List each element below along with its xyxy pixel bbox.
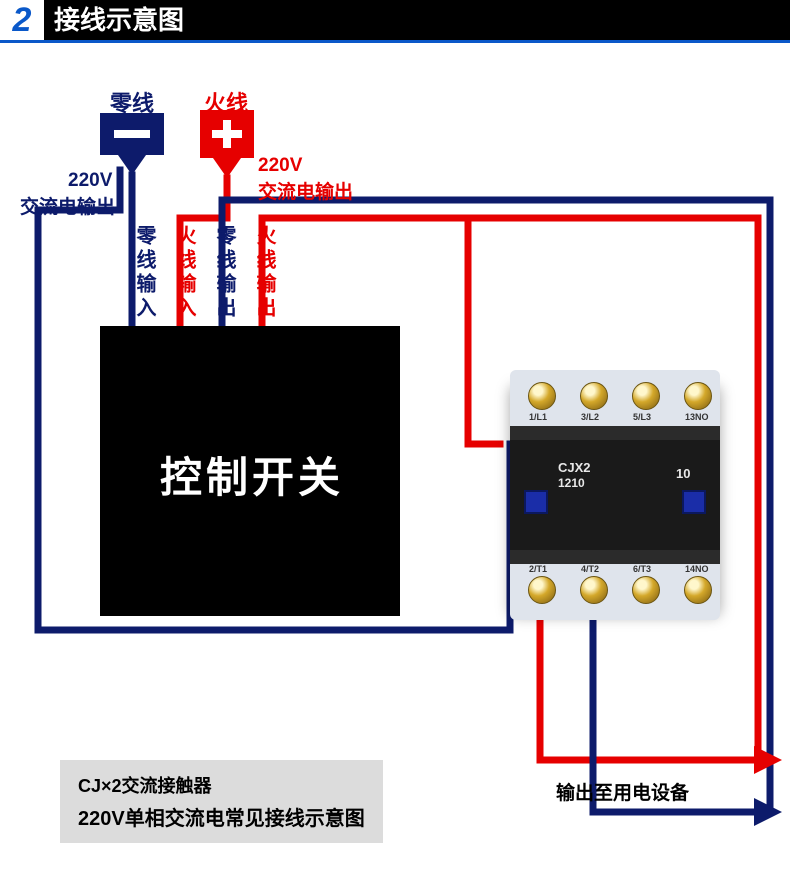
live-voltage2: 交流电输出 [258,177,353,204]
screw-bot-1 [580,576,608,604]
screw-bot-3 [684,576,712,604]
term-bot-1: 4/T2 [581,564,599,574]
screw-top-1 [580,382,608,410]
control-switch-box: 控制开关 [100,326,400,616]
vlabel-neutral-in: 零线输入 [130,225,159,321]
term-top-3: 13NO [685,412,709,422]
header-rule [0,40,790,43]
contactor: CJX2 1210 10 1/L1 2/T1 3/L2 4/T2 5/L3 6/T3 13N… [500,350,730,640]
contactor-model2: 1210 [558,476,585,490]
screw-bot-2 [632,576,660,604]
header-number: 2 [0,0,44,40]
term-bot-2: 6/T3 [633,564,651,574]
contactor-aux: 10 [676,466,690,481]
neutral-voltage2: 交流电输出 [20,192,115,219]
output-arrow-red [754,746,782,774]
neutral-voltage1: 220V [68,170,112,192]
screw-top-0 [528,382,556,410]
caption-box: CJ×2交流接触器 220V单相交流电常见接线示意图 [60,760,383,843]
term-top-0: 1/L1 [529,412,547,422]
live-tail [213,158,241,178]
diagram-canvas: 2 接线示意图 零线 220V 交流电输出 火线 220V 交流电输出 零线输入… [0,0,790,886]
live-voltage1: 220V [258,155,302,177]
caption-line1: CJ×2交流接触器 [78,772,365,798]
contactor-button-left [524,490,548,514]
screw-top-3 [684,382,712,410]
contactor-model: CJX2 [558,460,591,475]
vlabel-live-out: 火线输出 [250,225,279,321]
contactor-button-right [682,490,706,514]
output-label: 输出至用电设备 [556,778,689,805]
control-switch-label: 控制开关 [160,444,344,505]
live-block [200,110,254,158]
screw-bot-0 [528,576,556,604]
output-arrow-blue [754,798,782,826]
vlabel-neutral-out: 零线输出 [210,225,239,321]
term-top-1: 3/L2 [581,412,599,422]
term-bot-0: 2/T1 [529,564,547,574]
term-bot-3: 14NO [685,564,709,574]
header-title: 接线示意图 [54,0,184,40]
plus-v [223,120,231,148]
neutral-tail [118,155,146,175]
term-top-2: 5/L3 [633,412,651,422]
screw-top-2 [632,382,660,410]
caption-line2: 220V单相交流电常见接线示意图 [78,802,365,831]
vlabel-live-in: 火线输入 [170,225,199,321]
neutral-block [100,113,164,155]
header-bar: 2 接线示意图 [0,0,790,40]
